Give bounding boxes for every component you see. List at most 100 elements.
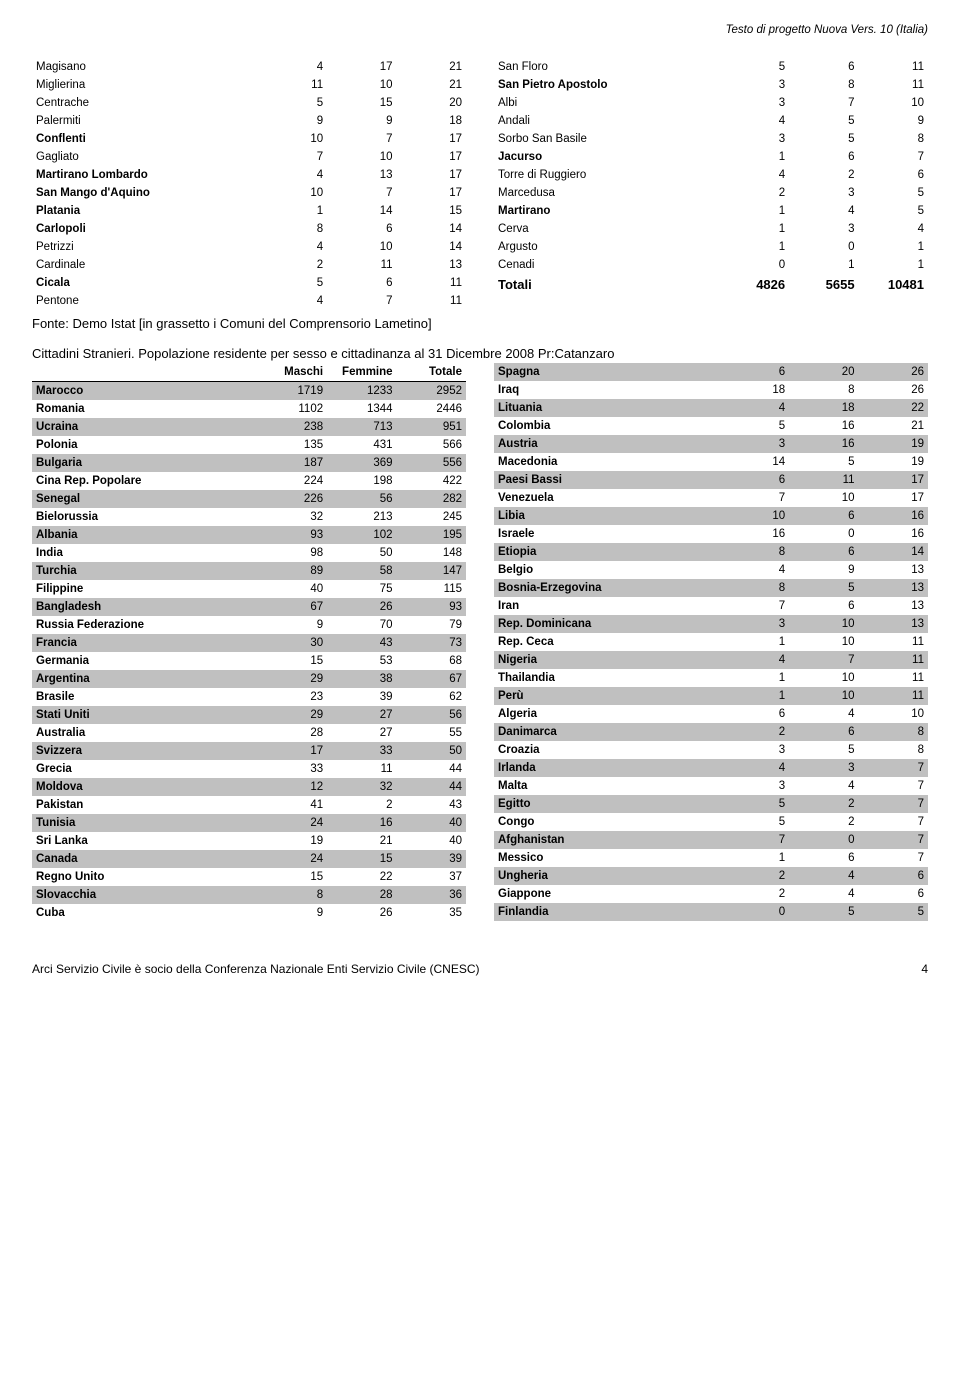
row-name: Paesi Bassi <box>494 471 720 489</box>
row-val-a: 15 <box>258 652 327 670</box>
table-row: Lituania41822 <box>494 399 928 417</box>
row-val-b: 3 <box>789 759 858 777</box>
row-val-a: 0 <box>720 256 789 274</box>
table-row: Iran7613 <box>494 597 928 615</box>
row-name: Egitto <box>494 795 720 813</box>
table-row: Torre di Ruggiero426 <box>494 166 928 184</box>
row-val-b: 5 <box>789 579 858 597</box>
row-name: Gagliato <box>32 148 258 166</box>
row-val-c: 7 <box>859 759 928 777</box>
table-row: India9850148 <box>32 544 466 562</box>
row-val-c: 10481 <box>859 274 928 295</box>
row-val-c: 10 <box>859 705 928 723</box>
row-val-c: 7 <box>859 813 928 831</box>
row-val-a: 7 <box>720 489 789 507</box>
row-name: Cuba <box>32 904 258 922</box>
comuni-table-left: Magisano41721Miglierina111021Centrache51… <box>32 58 466 310</box>
row-val-b: 7 <box>327 184 396 202</box>
row-val-a: 2 <box>258 256 327 274</box>
row-val-c: 13 <box>859 597 928 615</box>
row-val-b: 20 <box>789 363 858 381</box>
row-val-c: 73 <box>397 634 466 652</box>
table-row: Ungheria246 <box>494 867 928 885</box>
row-val-a: 3 <box>720 435 789 453</box>
table-row: Argusto101 <box>494 238 928 256</box>
row-val-b: 53 <box>327 652 396 670</box>
row-val-c: 6 <box>859 885 928 903</box>
row-val-b: 5 <box>789 112 858 130</box>
table-row: Canada241539 <box>32 850 466 868</box>
row-val-b: 33 <box>327 742 396 760</box>
row-name: Centrache <box>32 94 258 112</box>
row-val-a: 5 <box>720 417 789 435</box>
row-val-b: 7 <box>789 94 858 112</box>
row-val-a: 5 <box>720 795 789 813</box>
population-tables: Maschi Femmine Totale Marocco17191233295… <box>32 363 928 922</box>
row-val-b: 3 <box>789 220 858 238</box>
table-row: Croazia358 <box>494 741 928 759</box>
comuni-tables: Magisano41721Miglierina111021Centrache51… <box>32 58 928 310</box>
row-name: Polonia <box>32 436 258 454</box>
row-val-b: 10 <box>789 669 858 687</box>
row-val-b: 5 <box>789 130 858 148</box>
row-name: San Mango d'Aquino <box>32 184 258 202</box>
row-name: Pentone <box>32 292 258 310</box>
row-val-b: 13 <box>327 166 396 184</box>
row-val-b: 10 <box>789 687 858 705</box>
row-val-b: 369 <box>327 454 396 472</box>
table-row: Brasile233962 <box>32 688 466 706</box>
row-val-b: 10 <box>327 148 396 166</box>
table-row: Cina Rep. Popolare224198422 <box>32 472 466 490</box>
row-val-b: 11 <box>789 471 858 489</box>
row-name: Irlanda <box>494 759 720 777</box>
row-val-c: 16 <box>859 525 928 543</box>
row-val-a: 16 <box>720 525 789 543</box>
row-val-c: 43 <box>397 796 466 814</box>
row-val-b: 7 <box>327 130 396 148</box>
row-val-a: 224 <box>258 472 327 490</box>
row-val-c: 40 <box>397 814 466 832</box>
row-val-b: 4 <box>789 777 858 795</box>
row-name: Cerva <box>494 220 720 238</box>
row-val-a: 7 <box>720 597 789 615</box>
table-row: Polonia135431566 <box>32 436 466 454</box>
table-row: Rep. Ceca11011 <box>494 633 928 651</box>
row-val-c: 8 <box>859 741 928 759</box>
row-name: Albi <box>494 94 720 112</box>
row-val-c: 6 <box>859 166 928 184</box>
table-row: Cicala5611 <box>32 274 466 292</box>
row-name: Iran <box>494 597 720 615</box>
row-val-a: 4 <box>258 238 327 256</box>
table-row: Algeria6410 <box>494 705 928 723</box>
table-row: Pentone4711 <box>32 292 466 310</box>
col-blank <box>32 363 258 382</box>
table-row: Austria31619 <box>494 435 928 453</box>
row-val-a: 4 <box>720 166 789 184</box>
table-row: Magisano41721 <box>32 58 466 76</box>
table-row: Albania93102195 <box>32 526 466 544</box>
row-val-c: 282 <box>397 490 466 508</box>
row-val-b: 75 <box>327 580 396 598</box>
row-name: Etiopia <box>494 543 720 561</box>
row-name: Australia <box>32 724 258 742</box>
table-row: Gagliato71017 <box>32 148 466 166</box>
row-val-b: 0 <box>789 238 858 256</box>
row-val-a: 3 <box>720 76 789 94</box>
row-name: Pakistan <box>32 796 258 814</box>
row-val-a: 4826 <box>720 274 789 295</box>
table-row: Marocco171912332952 <box>32 381 466 400</box>
table-row: Spagna62026 <box>494 363 928 381</box>
row-val-c: 21 <box>397 58 466 76</box>
row-val-b: 27 <box>327 724 396 742</box>
col-maschi: Maschi <box>258 363 327 382</box>
row-val-a: 11 <box>258 76 327 94</box>
row-val-a: 1 <box>720 849 789 867</box>
row-val-a: 4 <box>258 292 327 310</box>
row-val-c: 13 <box>859 579 928 597</box>
row-val-c: 1 <box>859 256 928 274</box>
row-val-b: 2 <box>789 795 858 813</box>
table-row: Cuba92635 <box>32 904 466 922</box>
row-val-a: 10 <box>258 184 327 202</box>
row-val-c: 39 <box>397 850 466 868</box>
row-val-a: 1 <box>258 202 327 220</box>
